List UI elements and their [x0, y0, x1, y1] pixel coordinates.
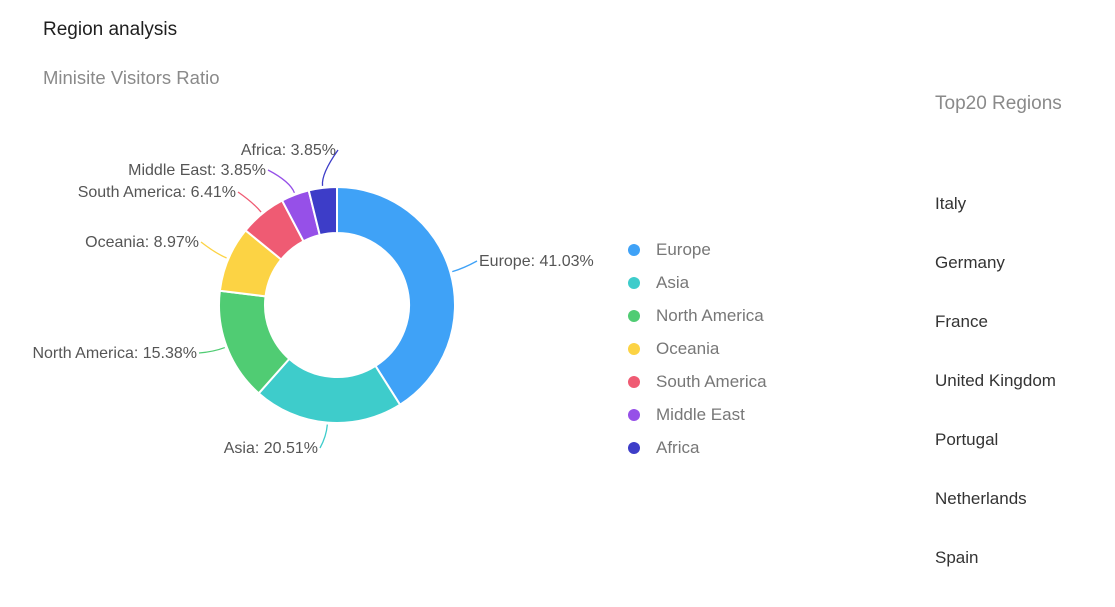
label-line-europe: [452, 260, 478, 273]
legend-item-oceania[interactable]: Oceania: [628, 332, 767, 365]
label-line-middle-east: [267, 169, 296, 194]
legend-marker: [628, 309, 640, 322]
legend-marker: [628, 408, 640, 421]
label-line-africa: [321, 149, 339, 186]
legend-item-africa[interactable]: Africa: [628, 431, 767, 464]
legend-marker: [628, 342, 640, 355]
legend-label: Oceania: [656, 338, 720, 358]
chart-title: Minisite Visitors Ratio: [43, 67, 220, 88]
legend-marker: [628, 375, 640, 388]
legend-marker: [628, 243, 640, 256]
region-item-spain: Spain: [935, 548, 979, 567]
region-item-italy: Italy: [935, 194, 967, 213]
legend-marker: [628, 441, 640, 454]
label-line-asia: [319, 424, 328, 449]
data-label-middle-east: Middle East: 3.85%: [128, 162, 266, 179]
legend-marker: [628, 276, 640, 289]
slice-africa[interactable]: [307, 185, 338, 237]
region-item-portugal: Portugal: [935, 430, 999, 449]
section-title: Region analysis: [43, 19, 178, 40]
legend-item-middle-east[interactable]: Middle East: [628, 398, 767, 431]
slice-europe[interactable]: [336, 185, 456, 407]
legend-item-asia[interactable]: Asia: [628, 266, 767, 299]
legend-label: Europe: [656, 239, 711, 259]
data-label-europe: Europe: 41.03%: [479, 253, 594, 270]
data-label-africa: Africa: 3.85%: [241, 142, 336, 159]
legend-item-europe[interactable]: Europe: [628, 233, 767, 266]
data-label-north-america: North America: 15.38%: [32, 345, 197, 362]
legend-label: Africa: [656, 437, 700, 457]
top-regions-heading: Top20 Regions: [935, 93, 1062, 114]
legend-label: Middle East: [656, 404, 745, 424]
data-label-south-america: South America: 6.41%: [78, 184, 236, 201]
top-regions-list: Italy Germany France United Kingdom Portugal…: [935, 194, 1056, 607]
legend-label: Asia: [656, 272, 690, 292]
legend-item-north-america[interactable]: North America: [628, 299, 767, 332]
label-line-oceania: [200, 241, 227, 259]
donut-chart: Europe: 41.03% Asia: 20.51% North America:…: [32, 142, 594, 457]
data-label-asia: Asia: 20.51%: [224, 440, 318, 457]
region-item-france: France: [935, 312, 988, 331]
legend-label: South America: [656, 371, 767, 391]
legend-label: North America: [656, 305, 764, 325]
region-item-germany: Germany: [935, 253, 1005, 272]
label-line-north-america: [198, 346, 226, 354]
region-item-united-kingdom: United Kingdom: [935, 371, 1056, 390]
chart-legend: Europe Asia North America Oceania South Amer…: [628, 233, 767, 464]
region-item-netherlands: Netherlands: [935, 489, 1027, 508]
legend-item-south-america[interactable]: South America: [628, 365, 767, 398]
data-label-oceania: Oceania: 8.97%: [85, 234, 199, 251]
label-line-south-america: [237, 191, 262, 213]
